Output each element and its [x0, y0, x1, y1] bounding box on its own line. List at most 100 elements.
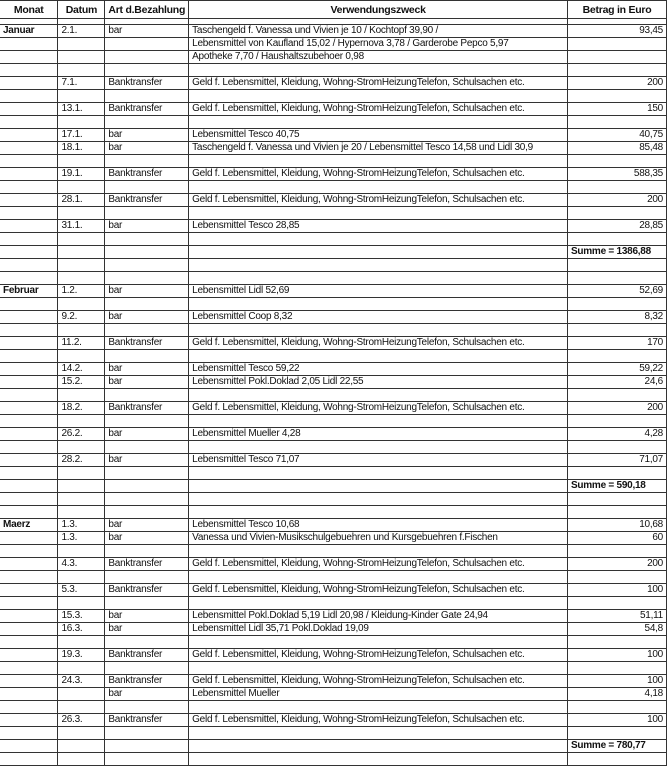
amount-cell [567, 388, 667, 402]
payment-method-cell: Banktransfer [104, 193, 190, 207]
month-cell [0, 271, 59, 285]
purpose-cell [188, 258, 569, 272]
empty-row [0, 505, 667, 519]
empty-row [0, 258, 667, 272]
amount-cell: 200 [567, 76, 667, 90]
month-cell: Maerz [0, 518, 59, 532]
header-row: Monat Datum Art d.Bezahlung Verwendungsz… [0, 0, 667, 19]
month-cell [0, 37, 59, 51]
month-cell [0, 570, 59, 584]
table-row: Januar 2.1. bar Taschengeld f. Vanessa und … [0, 24, 667, 38]
date-cell [57, 570, 106, 584]
date-cell: 7.1. [57, 76, 106, 90]
empty-row [0, 726, 667, 740]
payment-method-cell: bar [104, 310, 190, 324]
month-cell [0, 297, 59, 311]
month-cell [0, 427, 59, 441]
month-cell [0, 752, 59, 766]
payment-method-cell [104, 700, 190, 714]
purpose-cell [188, 726, 569, 740]
date-cell [57, 544, 106, 558]
payment-method-cell: bar [104, 362, 190, 376]
header-verwendungszweck: Verwendungszweck [188, 0, 569, 19]
sum-row: Summe = 780,77 [0, 739, 667, 753]
table-row: 1.3. bar Vanessa und Vivien-Musikschulgebu… [0, 531, 667, 545]
date-cell [57, 63, 106, 77]
empty-row [0, 154, 667, 168]
month-cell [0, 674, 59, 688]
payment-method-cell [104, 63, 190, 77]
payment-method-cell: Banktransfer [104, 401, 190, 415]
date-cell [57, 323, 106, 337]
purpose-cell [188, 492, 569, 506]
purpose-cell: Taschengeld f. Vanessa und Vivien je 10 … [188, 24, 569, 38]
amount-cell: 60 [567, 531, 667, 545]
month-cell [0, 245, 59, 259]
table-row: 17.1. bar Lebensmittel Tesco 40,75 40,75 [0, 128, 667, 142]
payment-method-cell [104, 492, 190, 506]
purpose-cell [188, 115, 569, 129]
payment-method-cell [104, 349, 190, 363]
purpose-cell [188, 661, 569, 675]
date-cell: 14.2. [57, 362, 106, 376]
purpose-cell: Geld f. Lebensmittel, Kleidung, Wohng-St… [188, 193, 569, 207]
date-cell: 15.3. [57, 609, 106, 623]
month-cell [0, 115, 59, 129]
amount-cell [567, 492, 667, 506]
empty-row [0, 570, 667, 584]
payment-method-cell [104, 232, 190, 246]
payment-method-cell [104, 115, 190, 129]
sum-row: Summe = 1386,88 [0, 245, 667, 259]
purpose-cell [188, 180, 569, 194]
date-cell [57, 297, 106, 311]
payment-method-cell: Banktransfer [104, 76, 190, 90]
payment-method-cell [104, 180, 190, 194]
purpose-cell [188, 479, 569, 493]
amount-cell [567, 635, 667, 649]
empty-row [0, 297, 667, 311]
month-cell [0, 596, 59, 610]
payment-method-cell [104, 570, 190, 584]
month-cell [0, 648, 59, 662]
date-cell: 26.2. [57, 427, 106, 441]
table-row: 28.1. Banktransfer Geld f. Lebensmittel, K… [0, 193, 667, 207]
payment-method-cell: Banktransfer [104, 167, 190, 181]
payment-method-cell: Banktransfer [104, 583, 190, 597]
purpose-cell [188, 206, 569, 220]
purpose-cell: Lebensmittel Lidl 35,71 Pokl.Doklad 19,0… [188, 622, 569, 636]
date-cell: 31.1. [57, 219, 106, 233]
amount-cell: 200 [567, 557, 667, 571]
amount-cell: 28,85 [567, 219, 667, 233]
table-row: 14.2. bar Lebensmittel Tesco 59,22 59,22 [0, 362, 667, 376]
date-cell: 19.1. [57, 167, 106, 181]
month-cell [0, 154, 59, 168]
payment-method-cell: bar [104, 531, 190, 545]
month-cell [0, 375, 59, 389]
month-cell [0, 726, 59, 740]
date-cell [57, 258, 106, 272]
purpose-cell: Geld f. Lebensmittel, Kleidung, Wohng-St… [188, 583, 569, 597]
amount-cell: 51,11 [567, 609, 667, 623]
payment-method-cell [104, 50, 190, 64]
month-cell [0, 141, 59, 155]
date-cell: 18.2. [57, 401, 106, 415]
month-cell [0, 622, 59, 636]
purpose-cell: Lebensmittel Coop 8,32 [188, 310, 569, 324]
header-datum: Datum [57, 0, 106, 19]
purpose-cell [188, 271, 569, 285]
table-row: Apotheke 7,70 / Haushaltszubehoer 0,98 [0, 50, 667, 64]
month-cell [0, 661, 59, 675]
table-row: 26.2. bar Lebensmittel Mueller 4,28 4,28 [0, 427, 667, 441]
payment-method-cell [104, 635, 190, 649]
amount-cell: 4,18 [567, 687, 667, 701]
table-row: Lebensmittel von Kaufland 15,02 / Hypern… [0, 37, 667, 51]
month-cell [0, 362, 59, 376]
purpose-cell [188, 63, 569, 77]
table-row: 26.3. Banktransfer Geld f. Lebensmittel, K… [0, 713, 667, 727]
amount-cell [567, 271, 667, 285]
payment-method-cell [104, 505, 190, 519]
month-cell [0, 63, 59, 77]
date-cell [57, 596, 106, 610]
amount-cell [567, 232, 667, 246]
amount-cell [567, 440, 667, 454]
